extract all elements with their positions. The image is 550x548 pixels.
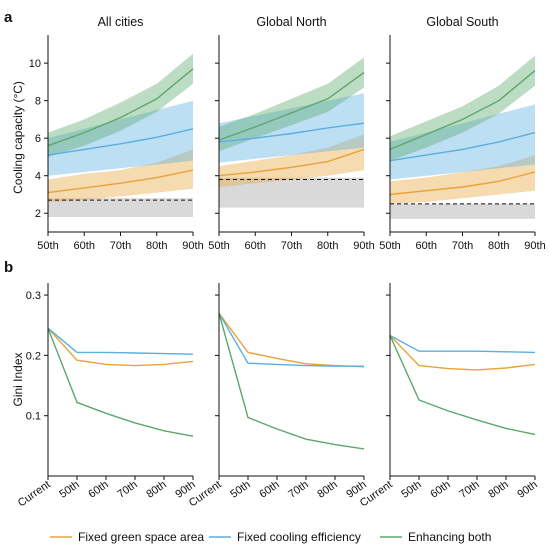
subplot-a-2: Global South 50th 60th 70th 80th 90th: [379, 15, 545, 252]
band-green_space: [48, 149, 193, 202]
baseline-band: [48, 198, 193, 217]
panel-label-a: a: [4, 9, 13, 26]
panel-label-b: b: [4, 259, 13, 276]
band-green_space: [219, 134, 364, 187]
x-tick-label: 90th: [182, 240, 203, 252]
subplot-title: All cities: [98, 15, 144, 29]
x-tick-label: 90th: [353, 240, 374, 252]
x-tick-label: 60th: [428, 479, 452, 501]
x-tick-label: 60th: [416, 240, 437, 252]
x-tick-label: 50th: [37, 240, 58, 252]
y-tick-label: 4: [35, 171, 41, 183]
band-efficiency: [48, 100, 193, 176]
band-efficiency: [390, 104, 535, 180]
band-green_space: [390, 155, 535, 204]
band-efficiency: [219, 93, 364, 163]
x-tick-label: 60th: [245, 240, 266, 252]
line-efficiency: [47, 128, 194, 156]
x-tick-label: 60th: [86, 479, 110, 501]
x-tick-label: 50th: [208, 240, 229, 252]
y-tick-label: 0.1: [26, 411, 41, 423]
line-green_space: [389, 171, 536, 196]
x-tick-label: 50th: [228, 479, 252, 501]
y-tick-label: 2: [35, 208, 41, 220]
x-tick-label: 50th: [399, 479, 423, 501]
baseline-band: [390, 203, 535, 219]
line-efficiency: [389, 131, 536, 162]
subplot-a-1: Global North 50th 60th 70th 80th 90th: [208, 15, 374, 252]
line-green_space: [218, 148, 365, 177]
x-tick-label: 80th: [317, 240, 338, 252]
subplot-a-0: All cities 2 4 6 8 10 50th 60th 70th 80th 90th: [29, 15, 204, 252]
legend-label-both: Enhancing both: [408, 530, 491, 544]
x-tick-label: 90th: [515, 479, 539, 501]
subplot-title: Global South: [426, 15, 498, 29]
subplot-title: Global North: [256, 15, 326, 29]
baseline-band: [219, 177, 364, 208]
subplot-b-1: Current 50th 60th 70th 80th 90th: [187, 283, 369, 510]
x-tick-label: 70th: [286, 479, 310, 501]
y-axis-label-b: Gini Index: [11, 352, 25, 406]
y-tick-label: 0.3: [26, 290, 41, 302]
x-tick-label: 70th: [115, 479, 139, 501]
band-both: [48, 53, 193, 157]
x-tick-label: 80th: [315, 479, 339, 501]
y-axis-label-a: Cooling capacity (°C): [11, 81, 25, 194]
line-efficiency: [218, 122, 365, 143]
legend: Fixed green space area Fixed cooling effi…: [50, 530, 491, 544]
x-tick-label: 80th: [486, 479, 510, 501]
line-both: [218, 313, 365, 450]
x-tick-label: 70th: [452, 240, 473, 252]
x-tick-label: 60th: [74, 240, 95, 252]
band-both: [219, 57, 364, 152]
line-green_space: [47, 327, 194, 367]
x-tick-label: 70th: [281, 240, 302, 252]
x-tick-label: 80th: [144, 479, 168, 501]
line-efficiency: [47, 327, 194, 355]
x-tick-label: 60th: [257, 479, 281, 501]
x-tick-label: 50th: [57, 479, 81, 501]
x-tick-label: 70th: [110, 240, 131, 252]
legend-label-green_space: Fixed green space area: [78, 530, 204, 544]
legend-label-efficiency: Fixed cooling efficiency: [237, 530, 361, 544]
x-tick-label: 50th: [379, 240, 400, 252]
line-green_space: [218, 312, 365, 368]
line-both: [47, 327, 194, 437]
x-tick-label: 80th: [146, 240, 167, 252]
x-tick-label: 70th: [457, 479, 481, 501]
x-tick-label: 80th: [488, 240, 509, 252]
line-green_space: [47, 169, 194, 194]
y-tick-label: 6: [35, 133, 41, 145]
line-both: [389, 335, 536, 436]
x-tick-label: 90th: [524, 240, 545, 252]
line-both: [47, 68, 194, 147]
line-both: [218, 71, 365, 141]
y-tick-label: 8: [35, 96, 41, 108]
line-green_space: [389, 335, 536, 371]
x-tick-label: Current: [16, 479, 53, 510]
y-tick-label: 0.2: [26, 350, 41, 362]
line-efficiency: [389, 334, 536, 354]
line-efficiency: [218, 312, 364, 367]
line-both: [389, 70, 536, 151]
y-tick-label: 10: [29, 58, 41, 70]
subplot-b-2: Current 50th 60th 70th 80th 90th: [358, 283, 540, 510]
